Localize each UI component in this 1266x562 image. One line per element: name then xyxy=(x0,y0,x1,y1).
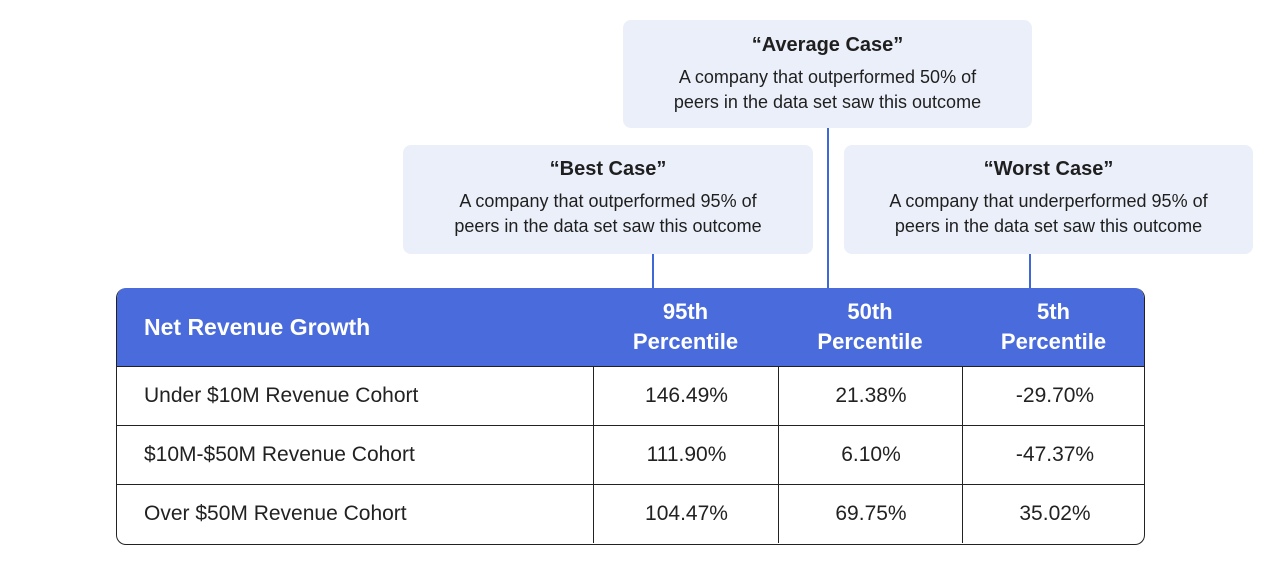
average-case-desc-line1: A company that outperformed 50% of xyxy=(678,67,977,87)
average-case-desc-line2: peers in the data set saw this outcome xyxy=(673,92,982,112)
cell-95th: 146.49% xyxy=(593,367,779,425)
table-row: $10M-$50M Revenue Cohort 111.90% 6.10% -… xyxy=(117,425,1144,485)
table-row: Over $50M Revenue Cohort 104.47% 69.75% … xyxy=(117,484,1144,544)
row-label: $10M-$50M Revenue Cohort xyxy=(144,443,415,466)
table-header: Net Revenue Growth 95th Percentile 50th … xyxy=(117,288,1144,366)
revenue-growth-table: Net Revenue Growth 95th Percentile 50th … xyxy=(116,288,1145,545)
table-row: Under $10M Revenue Cohort 146.49% 21.38%… xyxy=(117,366,1144,426)
header-95th-percentile: 95th Percentile xyxy=(593,288,778,366)
cell-5th: -29.70% xyxy=(962,367,1144,425)
cell-50th: 21.38% xyxy=(778,367,963,425)
worst-case-desc-line1: A company that underperformed 95% of xyxy=(889,191,1208,211)
header-50th-line1: 50th xyxy=(847,299,893,324)
header-95th-line2: Percentile xyxy=(632,329,739,354)
cell-5th: -47.37% xyxy=(962,426,1144,484)
worst-case-callout: “Worst Case” A company that underperform… xyxy=(844,145,1253,254)
header-5th-percentile: 5th Percentile xyxy=(962,288,1144,366)
header-net-revenue-growth: Net Revenue Growth xyxy=(144,288,370,366)
cell-95th: 111.90% xyxy=(593,426,779,484)
average-case-title: “Average Case” xyxy=(751,34,904,56)
best-case-connector xyxy=(652,254,654,288)
worst-case-connector xyxy=(1029,254,1031,288)
average-case-connector xyxy=(827,128,829,288)
row-label: Over $50M Revenue Cohort xyxy=(144,502,407,525)
header-5th-line1: 5th xyxy=(1036,299,1070,324)
worst-case-desc-line2: peers in the data set saw this outcome xyxy=(894,216,1203,236)
row-label: Under $10M Revenue Cohort xyxy=(144,384,419,407)
best-case-title: “Best Case” xyxy=(549,158,667,180)
header-95th-line1: 95th xyxy=(662,299,709,324)
header-50th-line2: Percentile xyxy=(817,329,923,354)
average-case-callout: “Average Case” A company that outperform… xyxy=(623,20,1032,128)
header-5th-line2: Percentile xyxy=(1000,329,1107,354)
best-case-callout: “Best Case” A company that outperformed … xyxy=(403,145,813,254)
cell-50th: 69.75% xyxy=(778,485,963,543)
cell-50th: 6.10% xyxy=(778,426,963,484)
worst-case-title: “Worst Case” xyxy=(983,158,1114,180)
cell-5th: 35.02% xyxy=(962,485,1144,543)
header-50th-percentile: 50th Percentile xyxy=(778,288,962,366)
best-case-desc-line2: peers in the data set saw this outcome xyxy=(454,216,762,236)
header-net-revenue-growth-text: Net Revenue Growth xyxy=(144,314,371,340)
best-case-desc-line1: A company that outperformed 95% of xyxy=(459,191,757,211)
cell-95th: 104.47% xyxy=(593,485,779,543)
